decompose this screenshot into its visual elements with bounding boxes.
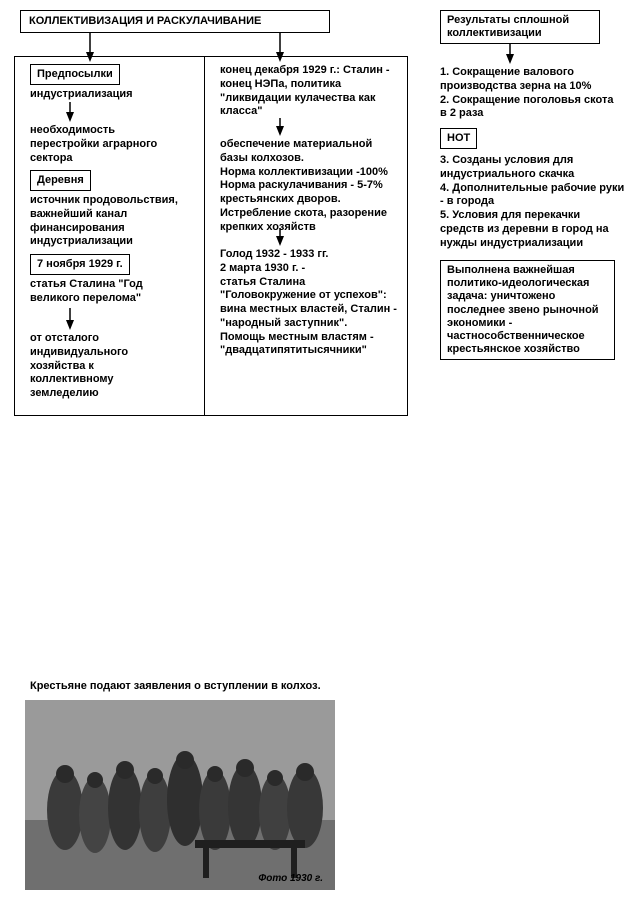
photo-caption: Крестьяне подают заявления о вступлении … (30, 680, 430, 692)
diagram-page: КОЛЛЕКТИВИЗАЦИЯ И РАСКУЛАЧИВАНИЕ Предпос… (0, 0, 636, 913)
photo-wrap: Фото 1930 г. (25, 700, 335, 890)
col3-t1: 1. Сокращение валового производства зерн… (440, 66, 620, 121)
col2-t3: Голод 1932 - 1933 гг. 2 марта 1930 г. - … (220, 248, 400, 358)
col3-h1-box: Результаты сплошной коллективизации (440, 10, 600, 44)
arrow-col2-a (276, 118, 284, 136)
col3-h2: НОТ (447, 132, 470, 144)
col3-h2-box: НОТ (440, 128, 477, 149)
main-title-box: КОЛЛЕКТИВИЗАЦИЯ И РАСКУЛАЧИВАНИЕ (20, 10, 330, 33)
col2-t1: конец декабря 1929 г.: Сталин - конец НЭ… (220, 64, 395, 119)
arrow-col3-a (506, 44, 514, 64)
left-divider (204, 56, 205, 416)
col3-t3: Выполнена важнейшая политико-идеологичес… (447, 264, 608, 356)
arrow-col2-b (276, 228, 284, 246)
main-title-text: КОЛЛЕКТИВИЗАЦИЯ И РАСКУЛАЧИВАНИЕ (29, 15, 261, 27)
col3-t2: 3. Созданы условия для индустриального с… (440, 154, 625, 250)
photo-label: Фото 1930 г. (258, 873, 323, 884)
photo-placeholder (25, 700, 335, 890)
col2-t2: обеспечение материальной базы колхозов. … (220, 138, 400, 234)
col3-h1: Результаты сплошной коллективизации (447, 14, 569, 39)
col3-t3-box: Выполнена важнейшая политико-идеологичес… (440, 260, 615, 360)
